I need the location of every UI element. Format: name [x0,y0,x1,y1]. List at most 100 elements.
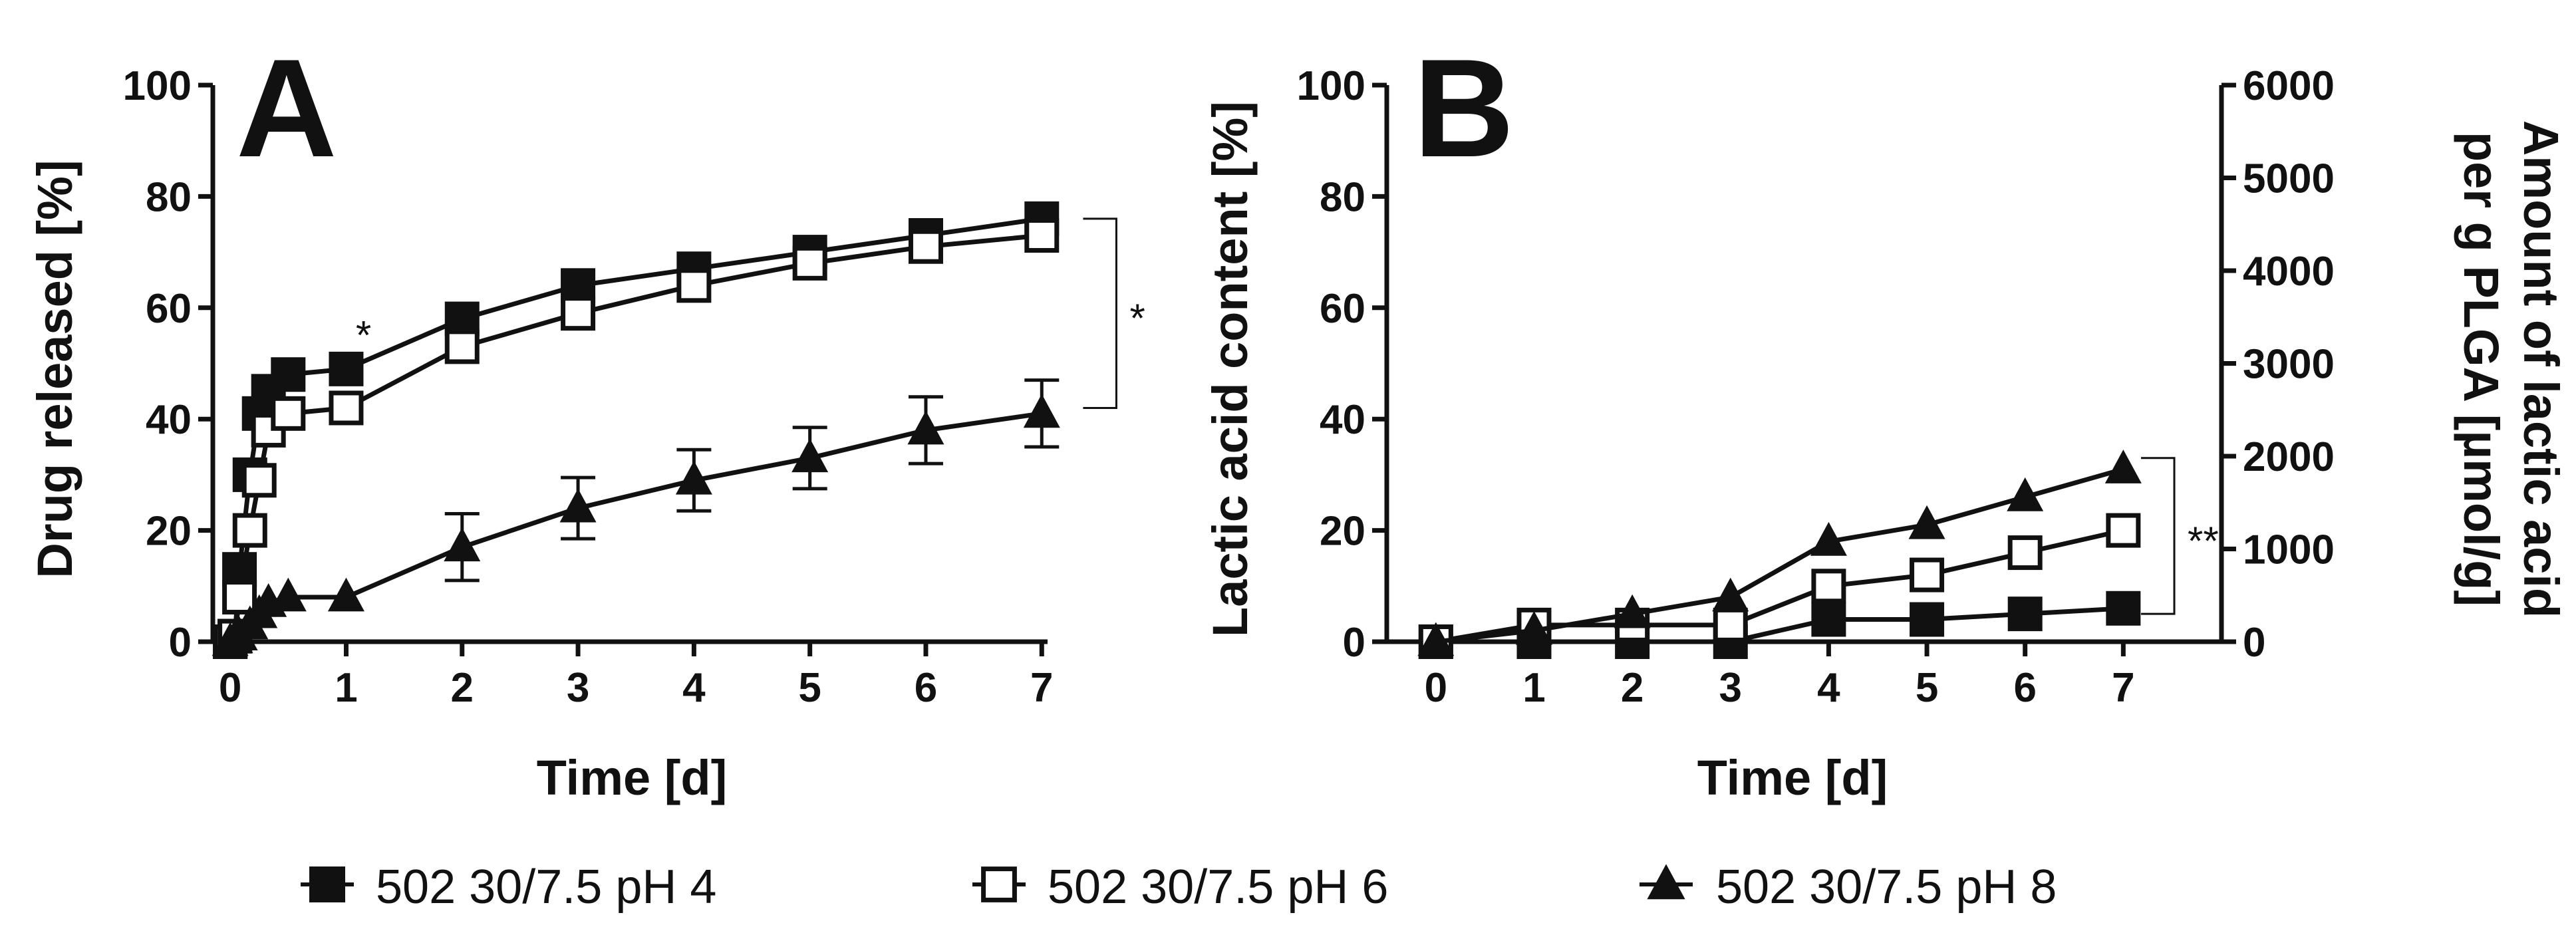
panel-a-point [329,390,364,426]
panel-b-annotations: ** [2141,457,2219,615]
panel-a-annotations: * * [356,217,1145,409]
panel-a-letter: A [236,30,337,186]
panel-b-significance-bracket [2141,457,2176,615]
panel-b-right-tick-label: 4000 [2243,249,2335,295]
panel-a-x-tick-label: 3 [567,665,589,711]
panel-a-x-tick-label: 0 [219,665,241,711]
panel-b-x-tick-label: 1 [1522,665,1545,711]
panel-b-point [1811,602,1846,637]
legend-label-ph4: 502 30/7.5 pH 4 [376,861,716,914]
panel-a-axes: 0 20 40 60 80 100 0 1 2 3 4 5 6 7 [123,63,1054,711]
panel-a-significance-label: * [1129,296,1145,340]
panel-b-x-tick-label: 4 [1817,665,1840,711]
panel-a-point [271,396,306,431]
panel-b-significance-label: ** [2188,519,2219,563]
panel-a-point [907,410,944,445]
panel-a-series-3 [212,378,1060,656]
panel-b-point [1515,610,1552,645]
panel-b-point [1908,505,1945,539]
panel-b-point [1713,607,1748,642]
panel-b-point [1910,602,1945,637]
legend-item-ph4: 502 30/7.5 pH 4 [301,861,716,914]
panel-a-point [269,577,307,612]
panel-b-x-tick-label: 6 [2013,665,2036,711]
panel-b-x-tick-label: 2 [1621,665,1644,711]
panel-a-y-tick-label: 60 [146,286,192,332]
panel-b-x-axis-title: Time [d] [1697,750,1888,805]
panel-b-right-tick-label: 3000 [2243,342,2335,388]
panel-b-point [1417,622,1455,656]
panel-b-y-tick-label: 60 [1320,286,1365,332]
panel-b-series-line [1435,467,2124,644]
panel-b-y-tick-label: 20 [1320,509,1365,555]
panel-b-point [1811,569,1846,604]
panel-a-point [1024,217,1060,253]
legend-marker-square-filled [309,866,345,902]
legend-marker-square-open [981,866,1017,902]
panel-b-x-tick-label: 3 [1719,665,1742,711]
panel-b-x-tick-label: 5 [1916,665,1938,711]
panel-a-y-axis-title: Drug released [%] [27,160,82,578]
panel-b-series [1417,450,2142,659]
panel-b-y-axis-title: Lactic acid content [%] [1203,101,1258,637]
panel-a-significance-bracket [1083,217,1117,409]
panel-a-y-tick-label: 40 [146,397,192,443]
legend-item-ph6: 502 30/7.5 pH 6 [972,861,1388,914]
panel-b-x-tick-label: 0 [1425,665,1447,711]
panel-a-point [791,438,829,473]
panel-b-right-tick-label: 6000 [2243,63,2335,109]
panel-a-y-tick-label: 80 [146,174,192,220]
panel-b-point [2104,450,2142,483]
panel-b-y-tick-label: 80 [1320,174,1365,220]
panel-b-letter: B [1413,30,1514,186]
panel-a-point [444,329,480,364]
legend-label-ph8: 502 30/7.5 pH 8 [1716,861,2057,914]
legend-label-ph6: 502 30/7.5 pH 6 [1048,861,1388,914]
panel-a-point [232,513,267,548]
panel-b-point [1810,521,1847,556]
panel-a-point [444,527,481,562]
panel-b-point [2007,535,2043,571]
panel-a-y-tick-label: 0 [169,620,192,666]
panel-b-point [1910,557,1945,593]
panel-a-x-tick-label: 6 [915,665,937,711]
panel-a-series [212,201,1060,659]
panel-a-point [792,245,827,281]
panel-a-x-tick-label: 7 [1030,665,1053,711]
panel-a-x-tick-label: 5 [798,665,821,711]
panel-a-point [327,577,364,612]
legend: 502 30/7.5 pH 4 502 30/7.5 pH 6 502 30/7… [301,861,2057,914]
panel-b-point [1614,594,1651,628]
legend-marker-triangle-filled [1647,864,1685,900]
panel-b-series-3 [1417,450,2142,656]
panel-a-x-axis-title: Time [d] [537,750,727,805]
panel-b-right-tick-label: 0 [2243,620,2265,666]
panel-a-point [559,488,597,523]
panel-b-right-tick-label: 1000 [2243,527,2335,573]
panel-a-point [676,268,712,303]
panel-b-point [2106,513,2141,548]
panel-b-right-tick-label: 5000 [2243,156,2335,202]
panel-b-right-axis-title-line-1: Amount of lactic acid [2513,120,2569,618]
panel-a-x-tick-label: 4 [682,665,706,711]
panel-a-point [271,357,306,392]
panel-a-x-tick-label: 1 [335,665,357,711]
panel-a-significance-label: * [356,313,371,358]
panel-a-point [561,296,596,331]
panel-b-point [2007,597,2043,632]
panel-a-y-tick-label: 20 [146,509,192,555]
panel-b-right-axis-title-line-2: per g PLGA [µmol/g] [2454,132,2509,606]
panel-a-point [675,460,712,495]
panel-b-point [2106,591,2141,626]
panel-a-x-tick-label: 2 [451,665,474,711]
panel-a-point [241,463,277,498]
panel-a-point [222,580,257,615]
panel-a-point [908,229,943,264]
panel-b-point [1712,577,1749,612]
panel-b-right-tick-label: 2000 [2243,434,2335,480]
panel-a-point [1023,394,1060,428]
panel-b-y-tick-label: 0 [1343,620,1365,666]
legend-item-ph8: 502 30/7.5 pH 8 [1640,861,2057,914]
